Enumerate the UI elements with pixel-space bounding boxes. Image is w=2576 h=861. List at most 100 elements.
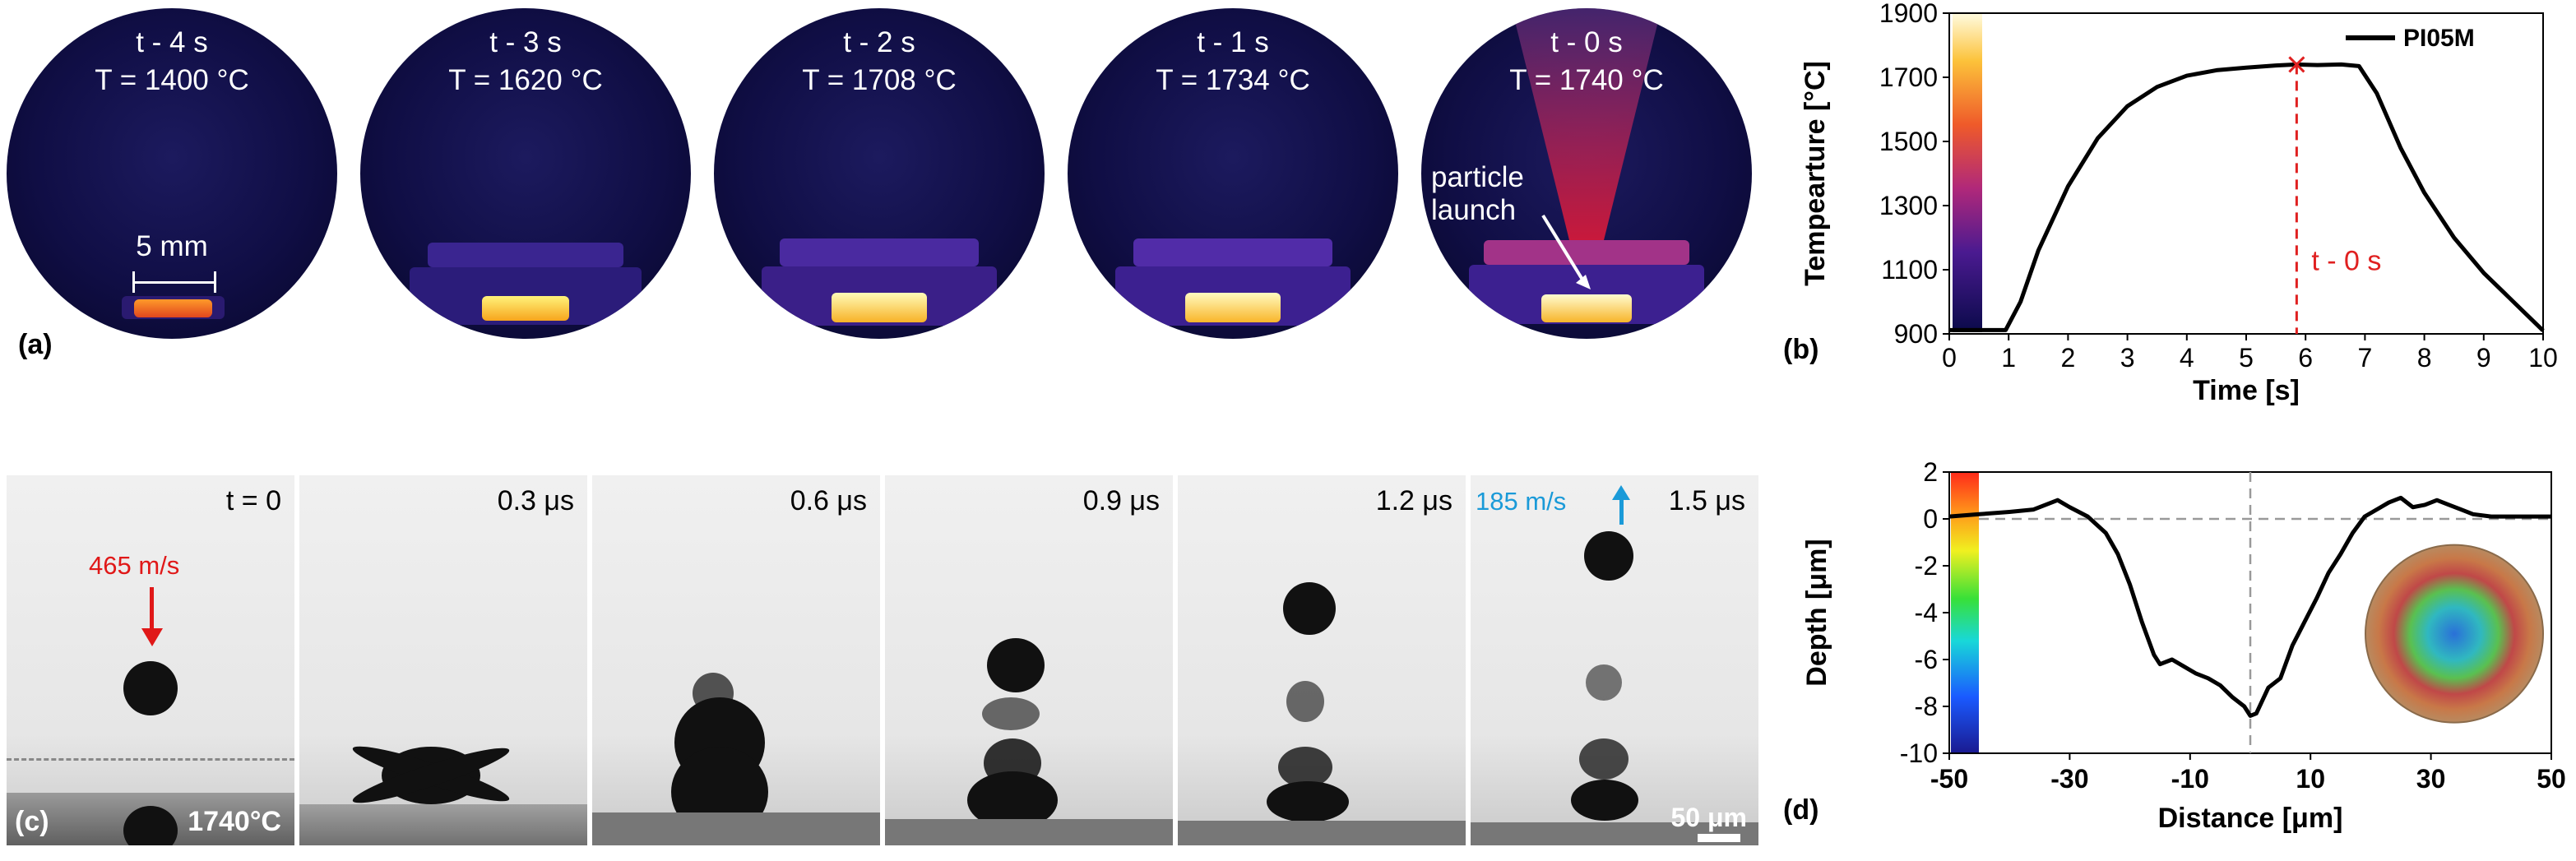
y-axis-label: Tempearture [°C] [1800, 61, 1831, 286]
impact-frame-6: 1.5 μs 185 m/s 50 μm [1471, 475, 1758, 845]
x-axis-label: Time [s] [2193, 375, 2300, 406]
substrate-line [7, 758, 294, 761]
substrate [885, 819, 1173, 845]
frame-temperature: T = 1708 °C [802, 64, 957, 96]
impact-frame-5: 1.2 μs [1178, 475, 1466, 845]
frame-temperature: T = 1400 °C [95, 64, 249, 96]
thermal-frame-5: t - 0 s T = 1740 °C particle launch [1421, 8, 1752, 339]
frame-time: t - 4 s [136, 26, 208, 58]
y-tick-label: 2 [1923, 461, 1938, 487]
substrate [592, 812, 880, 845]
y-tick-label: 1500 [1879, 127, 1938, 156]
hot-sample-core [482, 296, 569, 321]
x-tick-label: 0 [1942, 343, 1957, 373]
y-tick-label: -10 [1900, 738, 1938, 768]
panel-label-b: (b) [1783, 334, 1819, 365]
frame-time: 0.6 μs [790, 485, 867, 516]
y-tick-label: 900 [1894, 319, 1938, 349]
thermal-frame-2: t - 3 s T = 1620 °C [360, 8, 691, 339]
y-tick-label: -6 [1915, 645, 1938, 674]
substrate [1178, 821, 1466, 845]
y-tick-label: 0 [1923, 504, 1938, 534]
annotation-line-2: launch [1431, 194, 1517, 226]
x-tick-label: 8 [2417, 343, 2432, 373]
ejecta-cloud [1586, 664, 1622, 701]
x-tick-label: 7 [2358, 343, 2373, 373]
x-tick-label: 4 [2180, 343, 2194, 373]
velocity-label: 465 m/s [89, 551, 180, 580]
series-line-PI05M [1949, 62, 2545, 332]
y-tick-label: -4 [1915, 598, 1938, 627]
particle [123, 661, 178, 715]
impact-frame-4: 0.9 μs [885, 475, 1173, 845]
x-tick-label: 50 [2537, 764, 2566, 794]
velocity-arrow-head [141, 628, 163, 646]
x-tick-label: 30 [2416, 764, 2446, 794]
crater-topography-image [2365, 544, 2544, 724]
hot-sample-core [1541, 294, 1632, 322]
panel-label-c: (c) [15, 806, 49, 837]
depth-profile-chart: -50 -30 -10 10 30 50 2 0 -2 -4 -6 -8 -10 Distance [μm… [1801, 461, 2566, 834]
x-tick-label: 3 [2120, 343, 2135, 373]
scale-bar-label: 50 μm [1670, 803, 1747, 832]
holder-glow [1133, 238, 1332, 266]
depth-profile-line [1948, 495, 2551, 718]
hot-sample-core [832, 293, 927, 322]
plot-frame [1948, 12, 2544, 335]
x-tick-label: 10 [2528, 343, 2558, 373]
x-tick-label: 9 [2476, 343, 2491, 373]
ejecta-column [1579, 738, 1629, 780]
panel-label-d: (d) [1783, 794, 1819, 826]
ejecta-column [1278, 747, 1332, 788]
colorbar [1951, 472, 1979, 753]
rebound-arrow-head [1612, 485, 1630, 500]
x-tick-label: 2 [2061, 343, 2076, 373]
x-tick-label: 5 [2239, 343, 2254, 373]
panel-label-a: (a) [18, 329, 53, 360]
frame-time: t - 0 s [1550, 26, 1623, 58]
frame-temperature: T = 1740 °C [1509, 64, 1664, 96]
frame-time: 0.9 μs [1082, 485, 1160, 516]
impact-frame-3: 0.6 μs [592, 475, 880, 845]
frame-time: t = 0 [225, 485, 281, 516]
frame-time: 1.2 μs [1375, 485, 1452, 516]
y-tick-label: -2 [1915, 551, 1938, 581]
thermal-frame-3: t - 2 s T = 1708 °C [714, 8, 1045, 339]
frame-time: 1.5 μs [1668, 485, 1745, 516]
particle [987, 638, 1045, 692]
velocity-arrow-shaft [150, 587, 154, 630]
rebound-velocity-label: 185 m/s [1476, 487, 1567, 516]
temperature-label: 1740°C [188, 806, 281, 837]
scale-tick-left [132, 271, 135, 293]
frame-time: t - 3 s [489, 26, 562, 58]
temperature-chart: 0 1 2 3 4 5 6 7 8 9 10 900 1100 1300 1500 1700 1900 Time … [1800, 0, 2558, 406]
y-axis-label: Depth [μm] [1801, 539, 1832, 686]
scale-bar [1698, 834, 1740, 842]
holder-glow [1484, 240, 1689, 265]
frame-temperature: T = 1620 °C [448, 64, 603, 96]
peak-marker [2288, 56, 2305, 73]
y-tick-label: 1700 [1879, 62, 1938, 92]
frame-time: 0.3 μs [497, 485, 574, 516]
scale-arrow [134, 281, 215, 284]
x-axis-label: Distance [μm] [2158, 803, 2343, 834]
impact-frame-2: 0.3 μs [299, 475, 587, 845]
rebound-arrow-shaft [1619, 498, 1624, 525]
y-tick-label: 1100 [1881, 255, 1938, 285]
y-tick-label: 1300 [1879, 191, 1938, 220]
colorbar [1953, 13, 1982, 332]
scale-label: 5 mm [136, 230, 208, 262]
hot-sample-core [134, 299, 212, 317]
ejecta-column [1267, 781, 1349, 822]
x-tick-label: 1 [2001, 343, 2016, 373]
particle-reflection [123, 806, 178, 845]
annotation-text: particle launch [1431, 161, 1524, 227]
x-tick-label: 6 [2298, 343, 2313, 373]
impact-frame-1: t = 0 465 m/s (c) 1740°C [7, 475, 294, 845]
ejecta-column [1571, 780, 1638, 821]
frame-time: t - 1 s [1197, 26, 1269, 58]
x-tick-label: -50 [1930, 764, 1968, 794]
thermal-frame-1: t - 4 s T = 1400 °C 5 mm [7, 8, 337, 339]
ejecta-cloud [1286, 681, 1324, 722]
x-tick-label: -30 [2050, 764, 2088, 794]
